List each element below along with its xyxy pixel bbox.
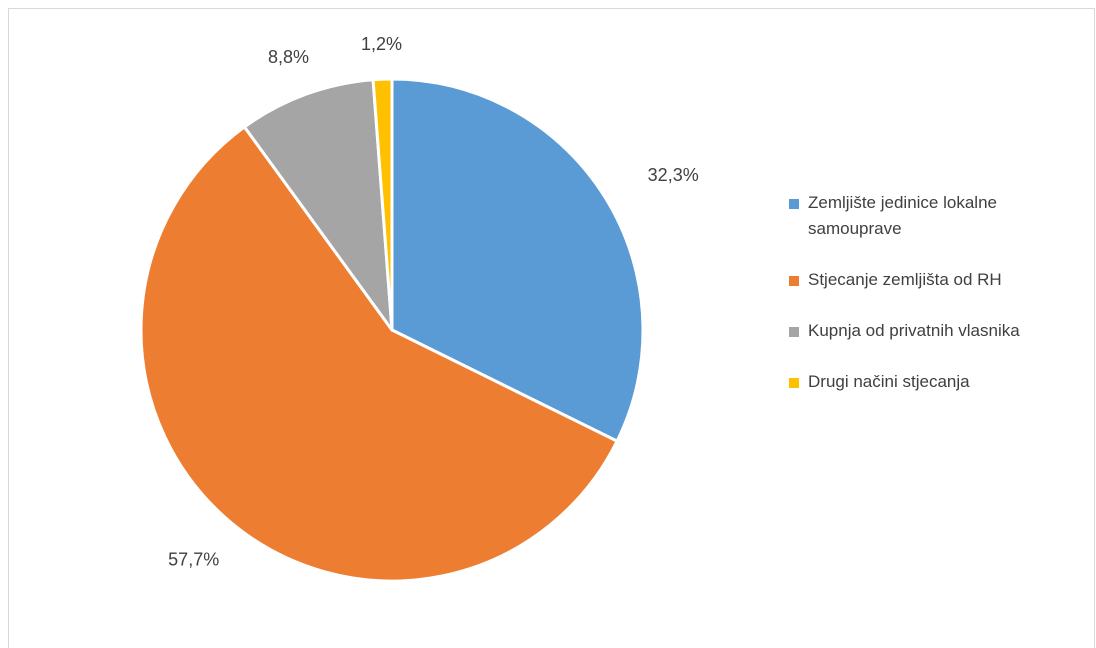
legend-label: Stjecanje zemljišta od RH [808, 270, 1002, 289]
legend-label: Zemljište jedinice lokalne [808, 193, 997, 212]
legend-swatch-icon [789, 378, 799, 388]
data-label-kupnja-od-privatnih-vlasnika: 8,8% [268, 47, 309, 67]
legend-swatch-icon [789, 276, 799, 286]
data-label-stjecanje-zemljista-od-rh: 57,7% [168, 550, 219, 570]
legend-item-drugi-nacini-stjecanja: Drugi načini stjecanja [789, 369, 1089, 395]
pie-data-labels: 32,3% 57,7% 8,8% 1,2% [168, 34, 699, 570]
data-label-zemljiste-jedinice-lokalne-samouprave: 32,3% [648, 165, 699, 185]
pie-slice-zemljiste-jedinice-lokalne-samouprave [390, 77, 645, 443]
legend-item-stjecanje-zemljista-od-rh: Stjecanje zemljišta od RH [789, 267, 1089, 293]
data-label-drugi-nacini-stjecanja: 1,2% [361, 34, 402, 54]
pie-slice-stjecanje-zemljista-od-rh [139, 125, 619, 583]
legend-label: samouprave [808, 219, 902, 238]
legend-item-zemljiste-jedinice-lokalne-samouprave: Zemljište jedinice lokalne samouprave [789, 190, 1089, 242]
chart-legend: Zemljište jedinice lokalne samouprave Stje… [789, 190, 1089, 420]
legend-item-kupnja-od-privatnih-vlasnika: Kupnja od privatnih vlasnika [789, 318, 1089, 344]
pie-slices [139, 77, 645, 583]
legend-label: Kupnja od privatnih vlasnika [808, 321, 1020, 340]
legend-swatch-icon [789, 199, 799, 209]
pie-slice-kupnja-od-privatnih-vlasnika [242, 78, 394, 332]
legend-label: Drugi načini stjecanja [808, 372, 970, 391]
pie-slice-drugi-nacini-stjecanja [371, 77, 394, 332]
legend-swatch-icon [789, 327, 799, 337]
